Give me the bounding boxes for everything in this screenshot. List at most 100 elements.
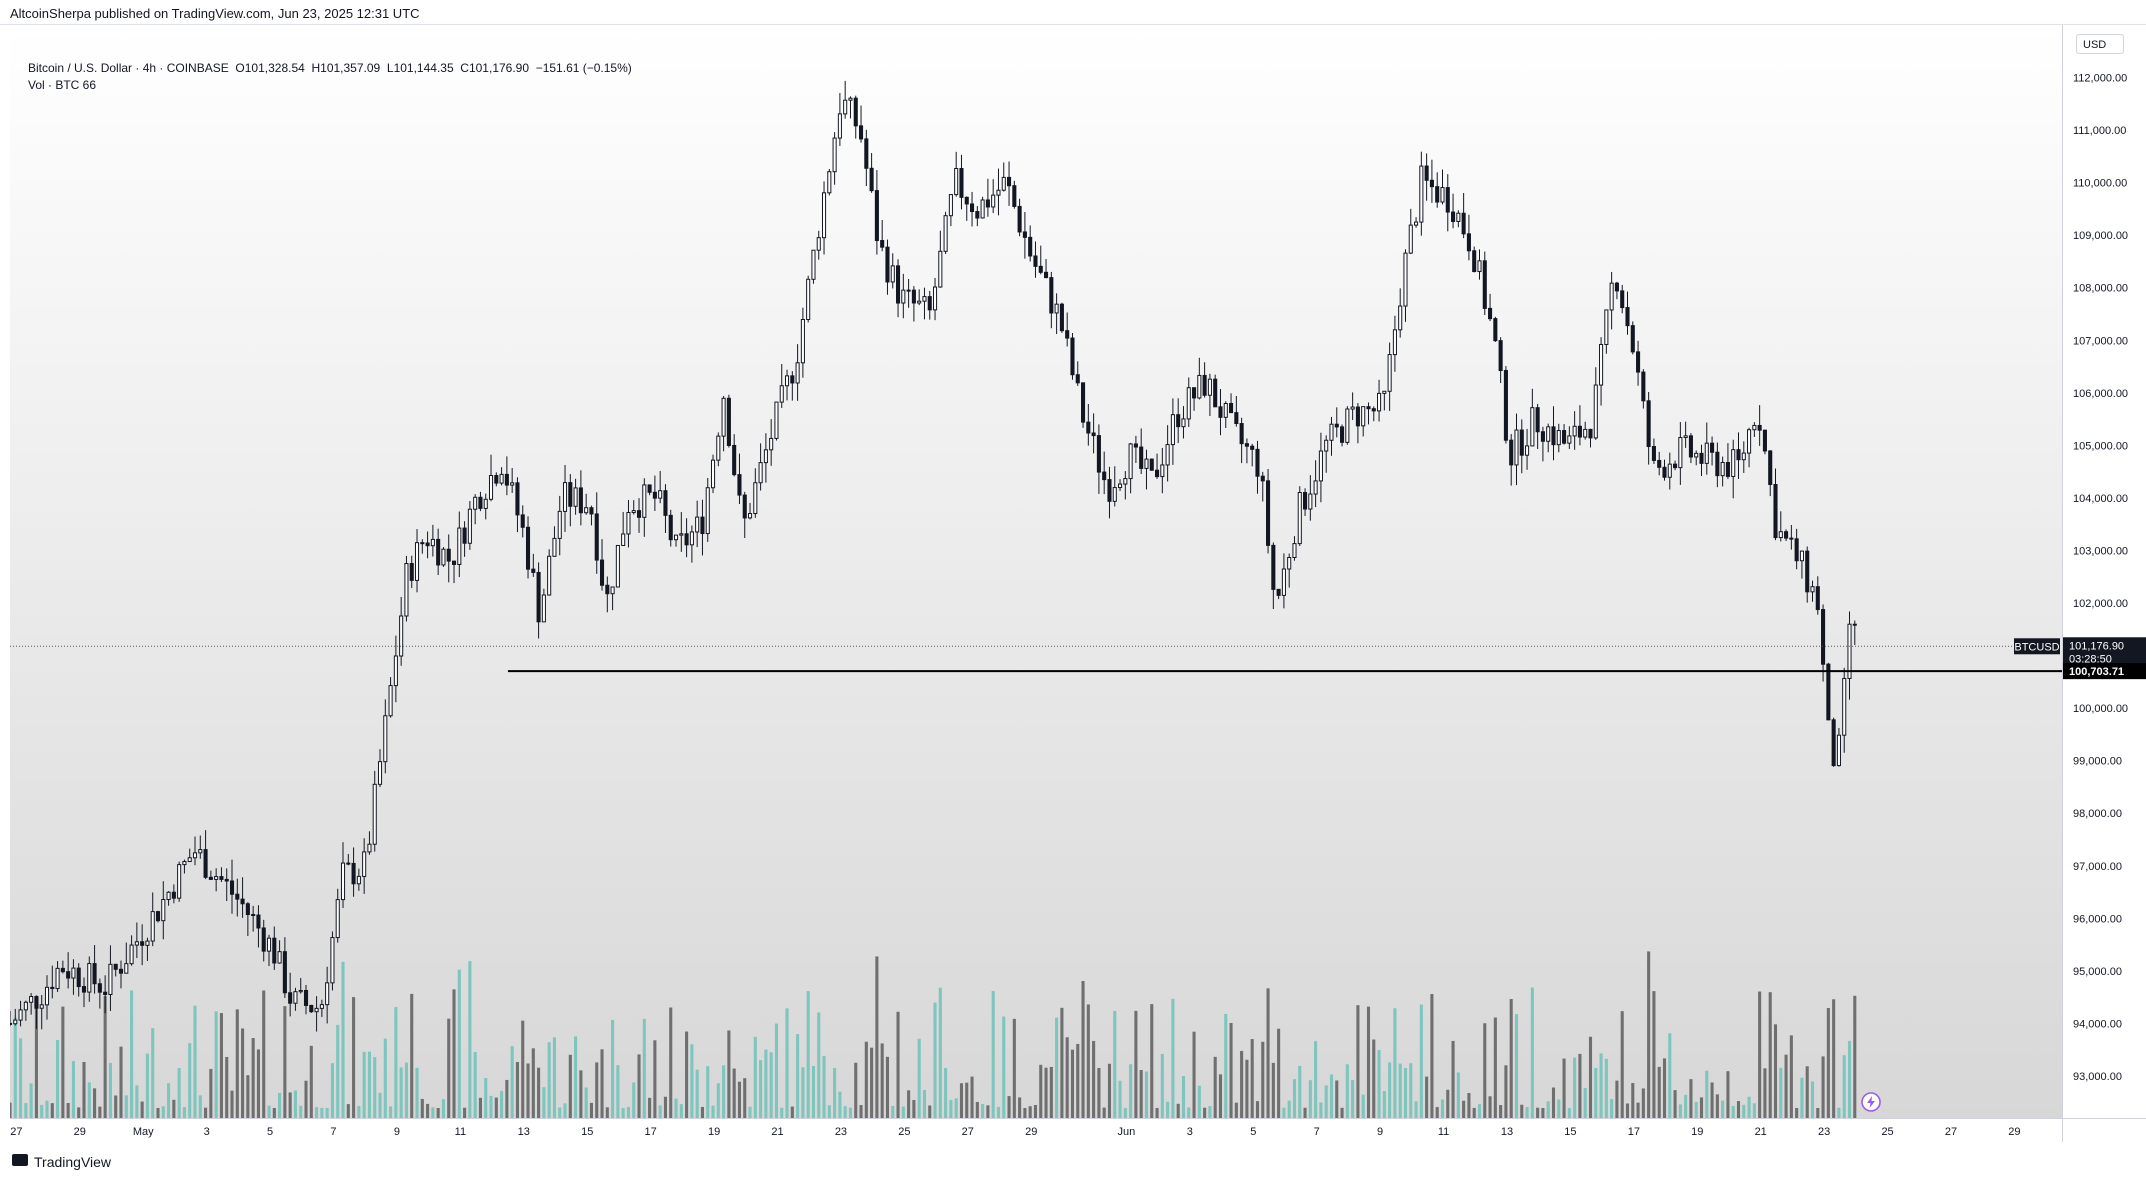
candle-body [383, 715, 388, 763]
volume-bar [780, 1107, 784, 1118]
volume-bar [452, 989, 456, 1118]
volume-bar [410, 993, 414, 1118]
candle-body [1815, 586, 1820, 611]
volume-bar [66, 1102, 70, 1118]
candle-body [171, 891, 176, 899]
candle-body [541, 594, 546, 623]
candle-body [1503, 370, 1508, 441]
candle-body [1012, 185, 1017, 207]
candle-body [235, 893, 240, 900]
candle-body [362, 851, 367, 877]
volume-bar [949, 1099, 953, 1118]
volume-bar [1097, 1067, 1101, 1118]
volume-bar [219, 1013, 223, 1118]
volume-bar [267, 1105, 271, 1118]
candle-body [1361, 406, 1366, 427]
candle-body [1567, 435, 1572, 444]
volume-bar [156, 1107, 160, 1118]
volume-bar [478, 1097, 482, 1118]
volume-bar [965, 1082, 969, 1118]
volume-bar [510, 1046, 514, 1118]
time-tick-label: 23 [835, 1126, 847, 1138]
volume-bar [1303, 1107, 1307, 1118]
volume-bar [1340, 1107, 1344, 1118]
candle-body [695, 516, 700, 533]
candle-body [1657, 459, 1662, 468]
candle-body [76, 967, 81, 988]
price-tick-label: 97,000.00 [2073, 861, 2122, 873]
volume-bar [309, 1045, 313, 1118]
footer: TradingView [0, 1142, 2146, 1180]
volume-bar [61, 1006, 65, 1118]
price-axis[interactable]: 93,000.00 94,000.00 95,000.00 96,000.00 97,0… [2062, 25, 2146, 1118]
volume-bar [378, 1092, 382, 1118]
candle-body [1842, 677, 1847, 736]
candle-body [1345, 408, 1350, 443]
chart-svg[interactable]: BTCUSD [10, 25, 2062, 1118]
candle-body [605, 584, 610, 595]
volume-bar [246, 1075, 250, 1118]
candle-body [795, 362, 800, 384]
candle-body [166, 891, 171, 901]
volume-bar [954, 1098, 958, 1118]
volume-bar [1599, 1053, 1603, 1118]
volume-bar [1240, 1050, 1244, 1118]
chart-pane[interactable]: BTCUSD Bitcoin / U.S. Dollar · 4h · COIN… [10, 25, 2062, 1118]
lightning-icon[interactable] [1861, 1092, 1881, 1112]
candle-body [1403, 252, 1408, 307]
time-tick-label: 27 [1945, 1126, 1957, 1138]
volume-bar [278, 1092, 282, 1118]
candle-body [631, 510, 636, 514]
volume-bar [1805, 1066, 1809, 1118]
volume-bar [272, 1107, 276, 1118]
volume-bar [468, 961, 472, 1118]
candle-body [1789, 537, 1794, 540]
volume-bar [1208, 1106, 1212, 1118]
volume-bar [1266, 988, 1270, 1118]
volume-bar [1086, 1004, 1090, 1118]
candle-body [1366, 406, 1371, 410]
legend-open: O101,328.54 [235, 61, 305, 75]
volume-bar [891, 1105, 895, 1118]
volume-bar [1747, 1096, 1751, 1118]
candle-body [1213, 378, 1218, 408]
candle-body [1414, 221, 1419, 226]
volume-bar [426, 1103, 430, 1118]
volume-bar [167, 1083, 171, 1118]
volume-bar [700, 1106, 705, 1118]
candle-body [462, 527, 467, 544]
candle-body [1699, 452, 1704, 464]
currency-button[interactable]: USD [2076, 34, 2124, 54]
volume-bar [944, 1067, 948, 1118]
volume-bar [981, 1104, 985, 1118]
volume-bar [45, 1100, 49, 1118]
time-tick-label: 21 [771, 1126, 783, 1138]
volume-bar [880, 1043, 884, 1118]
volume-bar [1134, 1010, 1138, 1118]
price-tick-label: 95,000.00 [2073, 966, 2122, 978]
candle-body [499, 473, 504, 484]
volume-bar [500, 1090, 504, 1118]
volume-bar [616, 1065, 620, 1118]
volume-bar [373, 1057, 377, 1118]
volume-bar [790, 1106, 794, 1118]
time-tick-label: 5 [267, 1126, 273, 1138]
volume-bar [420, 1098, 424, 1118]
volume-bar [1224, 1013, 1228, 1118]
candle-body [1392, 329, 1397, 356]
volume-bar [1171, 998, 1175, 1118]
volume-bar [473, 1051, 477, 1118]
volume-bar [1107, 1063, 1112, 1118]
volume-bar [1699, 1097, 1704, 1118]
time-tick-label: 23 [1818, 1126, 1830, 1138]
candle-body [1540, 431, 1545, 442]
candle-body [531, 568, 536, 573]
candle-body [66, 971, 71, 979]
volume-bar [394, 1007, 398, 1118]
candle-body [1377, 392, 1382, 412]
time-axis[interactable]: 27 29 May 3 5 7 9 11 13 15 17 19 21 23 25 27 29 Jun 3 5 7 9 11… [10, 1118, 2062, 1143]
candle-body [562, 482, 568, 512]
candle-body [959, 168, 964, 198]
candle-body [1688, 435, 1693, 458]
volume-bar [1255, 1101, 1260, 1118]
